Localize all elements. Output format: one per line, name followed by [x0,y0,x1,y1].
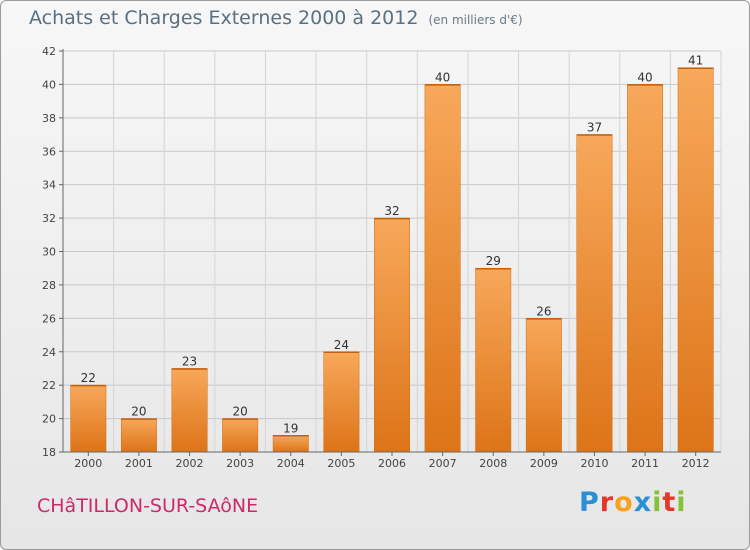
y-tick-label: 22 [42,379,56,392]
bar-2011 [627,84,664,453]
y-tick-label: 18 [42,446,56,459]
y-tick-label: 36 [42,145,56,158]
bar-2000 [70,384,107,453]
bar-2012 [677,67,714,453]
y-tick-label: 40 [42,78,56,91]
logo-letter: i [676,487,687,518]
chart-title: Achats et Charges Externes 2000 à 2012 (e… [29,7,523,29]
x-tick-label-2010: 2010 [580,457,608,470]
x-tick-label-2012: 2012 [682,457,710,470]
data-label-2000: 22 [81,371,96,385]
bar-2007 [424,84,461,453]
y-tick-label: 32 [42,212,56,225]
data-label-2005: 24 [334,338,349,352]
chart-unit: (en milliers d'€) [428,13,523,27]
x-tick-label-2006: 2006 [378,457,406,470]
y-tick-label: 24 [42,346,56,359]
data-label-2001: 20 [131,405,146,419]
y-tick-label: 42 [42,45,56,58]
bar-2004 [272,435,309,453]
axis-layer: 18 20 22 24 26 28 30 32 34 36 38 40 42 2000 2001 2002 20… [42,45,721,470]
data-label-2002: 23 [182,354,197,368]
y-tick-label: 20 [42,413,56,426]
data-label-2008: 29 [486,254,501,268]
data-label-2003: 20 [233,405,248,419]
bar-2009 [525,318,562,453]
data-label-2010: 37 [587,121,602,135]
logo-letter: x [633,487,653,518]
y-tick-label: 26 [42,312,56,325]
bar-2010 [576,134,613,453]
logo-letter: i [652,487,663,518]
x-tick-label-2007: 2007 [429,457,457,470]
logo-letter: P [579,487,600,518]
data-label-2004: 19 [283,421,298,435]
y-tick-label: 34 [42,179,56,192]
bar-2005 [323,351,360,453]
x-tick-label-2005: 2005 [327,457,355,470]
bar-2008 [475,267,512,453]
data-label-2006: 32 [384,204,399,218]
y-tick-label: 30 [42,246,56,259]
x-tick-label-2001: 2001 [125,457,153,470]
data-label-2009: 26 [536,304,551,318]
bar-2003 [222,418,259,453]
x-tick-label-2011: 2011 [631,457,659,470]
bar-layer [70,67,714,453]
data-label-2011: 40 [637,70,652,84]
x-tick-label-2002: 2002 [176,457,204,470]
data-label-2007: 40 [435,70,450,84]
logo-letter: r [599,487,615,518]
data-label-2012: 41 [688,54,703,68]
logo-letter: o [614,487,634,518]
bar-2006 [374,217,410,453]
label-layer: 22 20 23 20 19 24 32 40 29 26 37 40 41 [81,54,704,436]
x-tick-label-2008: 2008 [479,457,507,470]
x-tick-label-2003: 2003 [226,457,254,470]
x-tick-label-2004: 2004 [277,457,305,470]
y-tick-label: 28 [42,279,56,292]
x-tick-label-2000: 2000 [74,457,102,470]
x-tick-label-2009: 2009 [530,457,558,470]
bar-2001 [120,418,157,453]
y-tick-label: 38 [42,112,56,125]
logo-letter: t [662,487,677,518]
proxiti-logo: Proxiti [579,487,687,518]
bar-2002 [171,368,208,453]
chart-title-text: Achats et Charges Externes 2000 à 2012 [29,7,419,29]
commune-name: CHâTILLON-SUR-SAôNE [37,495,259,517]
